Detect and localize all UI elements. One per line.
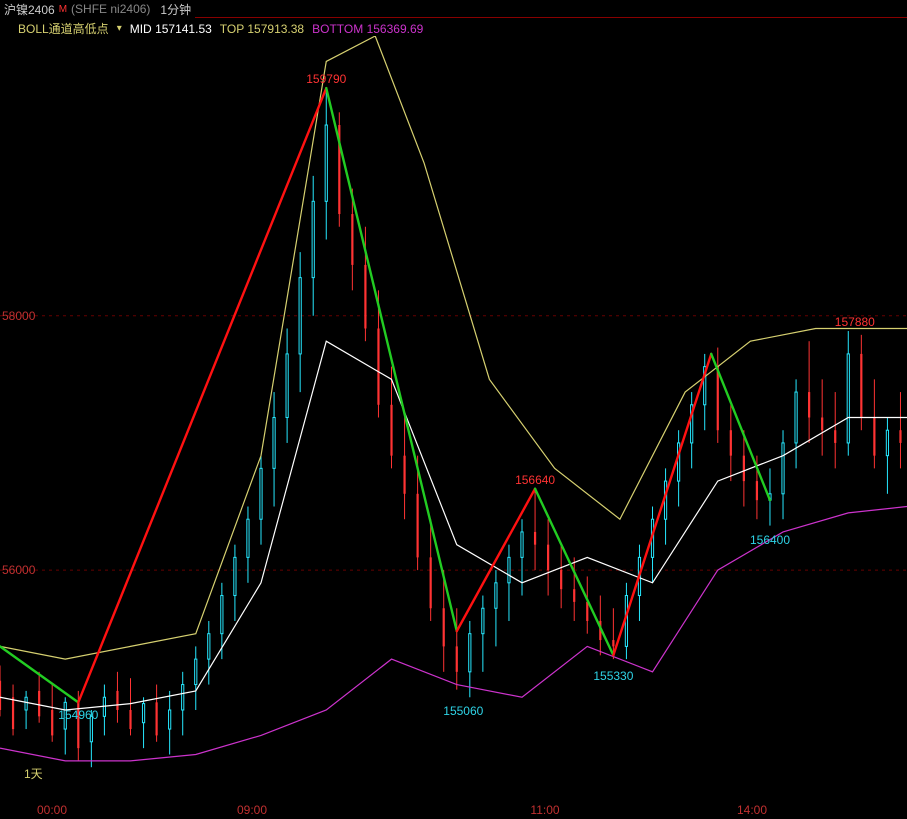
- indicator-row: BOLL通道高低点 ▾ MID 157141.53 TOP 157913.38 …: [18, 20, 423, 37]
- y-axis-label: 56000: [2, 563, 35, 577]
- day-marker: 1天: [24, 765, 43, 782]
- price-annotation: 154960: [58, 708, 98, 722]
- price-annotation: 157880: [835, 315, 875, 329]
- chevron-down-icon[interactable]: ▾: [117, 23, 122, 34]
- x-axis-label: 11:00: [530, 803, 559, 817]
- chart-plot[interactable]: [0, 36, 907, 799]
- chart-header: 沪镍2406 M (SHFE ni2406) 1分钟: [0, 0, 195, 18]
- symbol-name[interactable]: 沪镍2406: [4, 1, 55, 18]
- bot-value: 156369.69: [367, 22, 424, 36]
- x-axis-label: 00:00: [37, 803, 67, 817]
- price-annotation: 156400: [750, 533, 790, 547]
- x-axis-label: 14:00: [737, 803, 767, 817]
- boll-bot-label: BOTTOM 156369.69: [312, 22, 423, 36]
- indicator-name[interactable]: BOLL通道高低点: [18, 20, 109, 37]
- price-annotation: 156640: [515, 473, 555, 487]
- m-mark: M: [59, 4, 67, 15]
- interval-label[interactable]: 1分钟: [160, 1, 191, 18]
- price-annotation: 155060: [443, 704, 483, 718]
- symbol-code: (SHFE ni2406): [71, 2, 150, 16]
- mid-value: 157141.53: [155, 22, 212, 36]
- chart-container: 沪镍2406 M (SHFE ni2406) 1分钟 BOLL通道高低点 ▾ M…: [0, 0, 907, 819]
- price-annotation: 159790: [306, 72, 346, 86]
- boll-top-label: TOP 157913.38: [220, 22, 304, 36]
- boll-mid-label: MID 157141.53: [130, 22, 212, 36]
- bot-label: BOTTOM: [312, 22, 363, 36]
- plot-svg: [0, 36, 907, 799]
- top-label: TOP: [220, 22, 244, 36]
- x-axis-label: 09:00: [237, 803, 267, 817]
- mid-label: MID: [130, 22, 152, 36]
- y-axis-label: 58000: [2, 309, 35, 323]
- price-annotation: 155330: [593, 669, 633, 683]
- top-value: 157913.38: [247, 22, 304, 36]
